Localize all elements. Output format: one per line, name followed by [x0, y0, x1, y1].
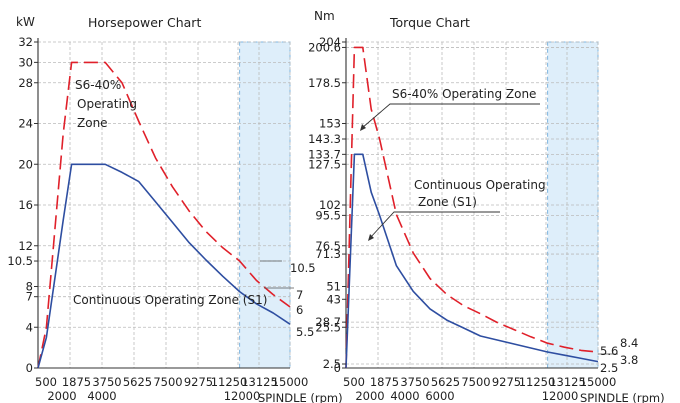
tq-y-tick-label: 76.5 [315, 239, 341, 253]
tq-x-tick-label-top: 1875 [370, 375, 399, 389]
tq-y-ticks: 02.525.528.7435171.376.595.5102127.5133.… [308, 35, 346, 375]
tq-end-label-2: 5.6 [600, 344, 618, 358]
tq-s1-leader [370, 212, 500, 238]
tq-title: Torque Chart [389, 15, 470, 30]
hp-y-tick-label: 0 [26, 361, 33, 375]
hp-y-tick-label: 12 [18, 239, 33, 253]
tq-y-tick-label: 143.3 [308, 132, 341, 146]
tq-x-tick-label-bottom: 12000 [542, 389, 579, 403]
hp-x-tick-label-top: 5625 [123, 375, 152, 389]
hp-end-label-1: 10.5 [290, 261, 316, 275]
horsepower-chart: kW Horsepower Chart 047810.5121620242830… [7, 15, 342, 403]
hp-x-tick-label-bottom: 12000 [224, 389, 261, 403]
hp-x-tick-label-top: 500 [35, 375, 57, 389]
tq-y-tick-label: 133.7 [308, 147, 341, 161]
hp-end-label-2: 7 [296, 288, 303, 302]
tq-x-tick-label-top: 500 [343, 375, 365, 389]
tq-y-tick-label: 178.5 [308, 76, 341, 90]
tq-x-tick-label-bottom: 4000 [390, 389, 419, 403]
hp-s1-label: Continuous Operating Zone (S1) [73, 293, 267, 307]
hp-y-tick-label: 4 [26, 320, 33, 334]
tq-y-tick-label: 153 [319, 117, 341, 131]
tq-x-tick-label-bottom: 2000 [355, 389, 384, 403]
hp-x-tick-label-top: 7500 [153, 375, 182, 389]
hp-end-label-4: 5.5 [296, 325, 314, 339]
torque-chart: Nm Torque Chart 02.525.528.7435171.376.5… [308, 9, 665, 403]
hp-y-unit: kW [16, 15, 35, 29]
hp-x-tick-label-top: 1875 [62, 375, 91, 389]
tq-end-label-4: 2.5 [600, 361, 618, 375]
hp-s6-label-line1: S6-40% [75, 78, 121, 92]
tq-y-tick-label: 204 [319, 35, 341, 49]
tq-y-tick-label: 2.5 [323, 357, 341, 371]
hp-x-tick-label-top: 15000 [272, 375, 309, 389]
tq-y-tick-label: 28.7 [315, 315, 341, 329]
hp-y-tick-label: 20 [18, 157, 33, 171]
tq-s6-leader [362, 104, 540, 128]
tq-s6-label: S6-40% Operating Zone [392, 87, 536, 101]
tq-x-tick-label-top: 9275 [492, 375, 521, 389]
tq-end-label-3: 3.8 [620, 353, 638, 367]
hp-s6-label-line2: Operating [77, 97, 137, 111]
hp-x-tick-label-bottom: 4000 [87, 389, 116, 403]
tq-x-axis-label: SPINDLE (rpm) [580, 391, 665, 403]
hp-x-tick-label-bottom: 2000 [47, 389, 76, 403]
hp-y-tick-label: 32 [18, 35, 33, 49]
tq-x-tick-label-top: 5625 [431, 375, 460, 389]
hp-y-tick-label: 24 [18, 117, 33, 131]
hp-x-tick-label-top: 3750 [92, 375, 121, 389]
hp-y-tick-label: 10.5 [7, 254, 33, 268]
tq-s1-label-line1: Continuous Operating [414, 178, 546, 192]
tq-y-unit: Nm [314, 9, 335, 23]
hp-y-tick-label: 8 [26, 280, 33, 294]
tq-y-tick-label: 51 [326, 280, 341, 294]
hp-end-label-3: 6 [296, 303, 303, 317]
tq-x-tick-label-top: 7500 [461, 375, 490, 389]
hp-title: Horsepower Chart [88, 15, 201, 30]
hp-y-tick-label: 30 [18, 55, 33, 69]
tq-y-tick-label: 43 [326, 292, 341, 306]
tq-end-label-1: 8.4 [620, 336, 638, 350]
hp-x-tick-label-top: 9275 [184, 375, 213, 389]
hp-x-axis-label: SPINDLE (rpm) [258, 391, 343, 403]
hp-y-tick-label: 28 [18, 76, 33, 90]
tq-x-tick-label-bottom: 6000 [425, 389, 454, 403]
tq-x-tick-label-top: 3750 [400, 375, 429, 389]
hp-y-tick-label: 16 [18, 198, 33, 212]
hp-s6-label-line3: Zone [77, 116, 108, 130]
tq-x-ticks: 500 1875 3750 5625 7500 927511250131251500020… [343, 375, 616, 403]
tq-y-tick-label: 102 [319, 198, 341, 212]
tq-x-tick-label-top: 15000 [580, 375, 617, 389]
tq-s1-label-line2: Zone (S1) [418, 195, 477, 209]
